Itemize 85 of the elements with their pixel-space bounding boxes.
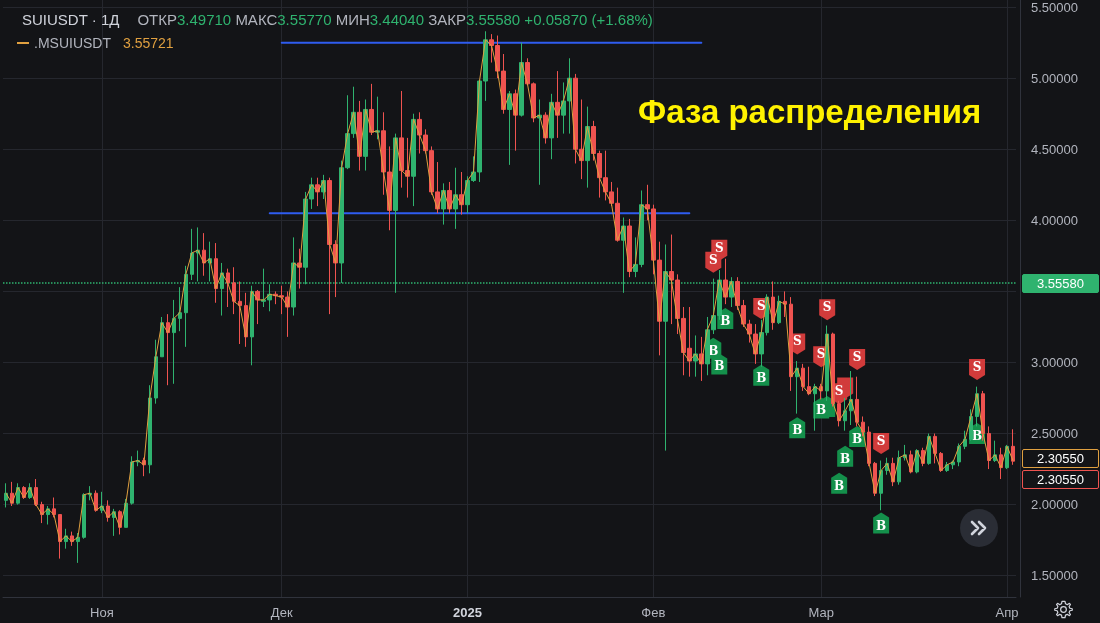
line-series [5, 39, 1014, 543]
x-tick-label: Ноя [90, 605, 114, 620]
candlestick [190, 228, 194, 281]
annotation: Фаза распределения [638, 93, 982, 131]
candlestick [453, 167, 458, 230]
candlestick [196, 226, 200, 282]
candlestick [957, 442, 961, 467]
data-label: S [852, 350, 862, 365]
x-tick-label: Дек [270, 605, 293, 620]
x-tick-label: 2025 [453, 605, 482, 620]
candlestick [855, 376, 859, 427]
candlestick [34, 478, 38, 507]
candlestick [124, 498, 128, 528]
candlestick [238, 280, 242, 345]
annotation: 3.55721 [123, 35, 174, 51]
y-tick-label: 4.00000 [1031, 212, 1078, 228]
candlestick [951, 460, 955, 470]
data-label: B [756, 370, 767, 385]
candlestick [52, 497, 56, 518]
data-label: S [822, 300, 832, 315]
data-label: S [714, 240, 724, 255]
candlestick [537, 99, 542, 186]
candlestick [255, 289, 260, 325]
candlestick [897, 450, 901, 486]
candlestick [969, 408, 973, 442]
candlestick [166, 313, 170, 386]
candlestick [154, 339, 158, 405]
candlestick [76, 532, 80, 564]
candlestick [226, 268, 230, 308]
candlestick [375, 96, 380, 140]
data-label: S [876, 433, 886, 448]
candlestick [813, 383, 817, 432]
candlestick [172, 299, 176, 385]
data-label: S [816, 347, 826, 362]
data-label: B [708, 343, 719, 358]
candlestick [369, 83, 374, 136]
candlestick [627, 218, 632, 278]
data-label: B [720, 313, 731, 328]
candlestick [232, 266, 236, 315]
text: ОТКР3.49710 МАКС3.55770 МИН3.44040 ЗАКР3.55580 +0.05870 (+1.68%) [137, 11, 653, 28]
data-label: B [876, 518, 887, 533]
candlestick [933, 433, 937, 464]
candlestick [789, 296, 793, 392]
y-tick-label: 3.00000 [1031, 354, 1078, 370]
x-tick-label: Апр [995, 605, 1019, 620]
candlestick [58, 514, 62, 560]
y-tick-label: 1.50000 [1031, 568, 1078, 584]
legend-label: .MSUIUSDT [34, 35, 112, 51]
candlestick [879, 460, 883, 511]
data-label: S [834, 384, 844, 399]
x-tick-label: Фев [641, 605, 666, 620]
data-label: B [816, 403, 827, 418]
candlestick [861, 415, 865, 437]
candlestick [981, 390, 985, 442]
candlestick [178, 286, 182, 332]
y-tick-label: 5.00000 [1031, 70, 1078, 86]
candlestick [867, 425, 871, 467]
y-tick-label: 5.50000 [1031, 0, 1078, 15]
data-label: B [792, 423, 803, 438]
candlestick [250, 285, 254, 366]
candlestick [843, 397, 847, 432]
candlestick [148, 384, 152, 474]
y-tick-label: 4.50000 [1031, 141, 1078, 157]
data-label: S [972, 360, 982, 375]
candlestick [1011, 428, 1015, 466]
data-label: B [714, 359, 725, 374]
candlestick [202, 232, 206, 277]
text: 2.30550 [1022, 449, 1099, 469]
data-label: B [840, 451, 851, 466]
text: 2.30550 [1022, 470, 1099, 490]
candlestick [130, 455, 134, 506]
data-label: B [852, 431, 863, 446]
candlestick [783, 290, 787, 318]
candlestick [963, 430, 967, 450]
text: SUIUSDT · 1Д [22, 11, 120, 28]
y-tick-label: 2.00000 [1031, 497, 1078, 513]
candlestick [82, 492, 86, 540]
data-label: S [708, 252, 718, 267]
y-tick-label: 2.50000 [1031, 426, 1078, 442]
data-label: B [834, 478, 845, 493]
data-label: S [792, 334, 802, 349]
ref-line-label: 3.55580 [1022, 273, 1099, 293]
x-tick-label: Мар [808, 605, 834, 620]
data-label: S [756, 298, 766, 313]
data-label: B [971, 429, 983, 444]
